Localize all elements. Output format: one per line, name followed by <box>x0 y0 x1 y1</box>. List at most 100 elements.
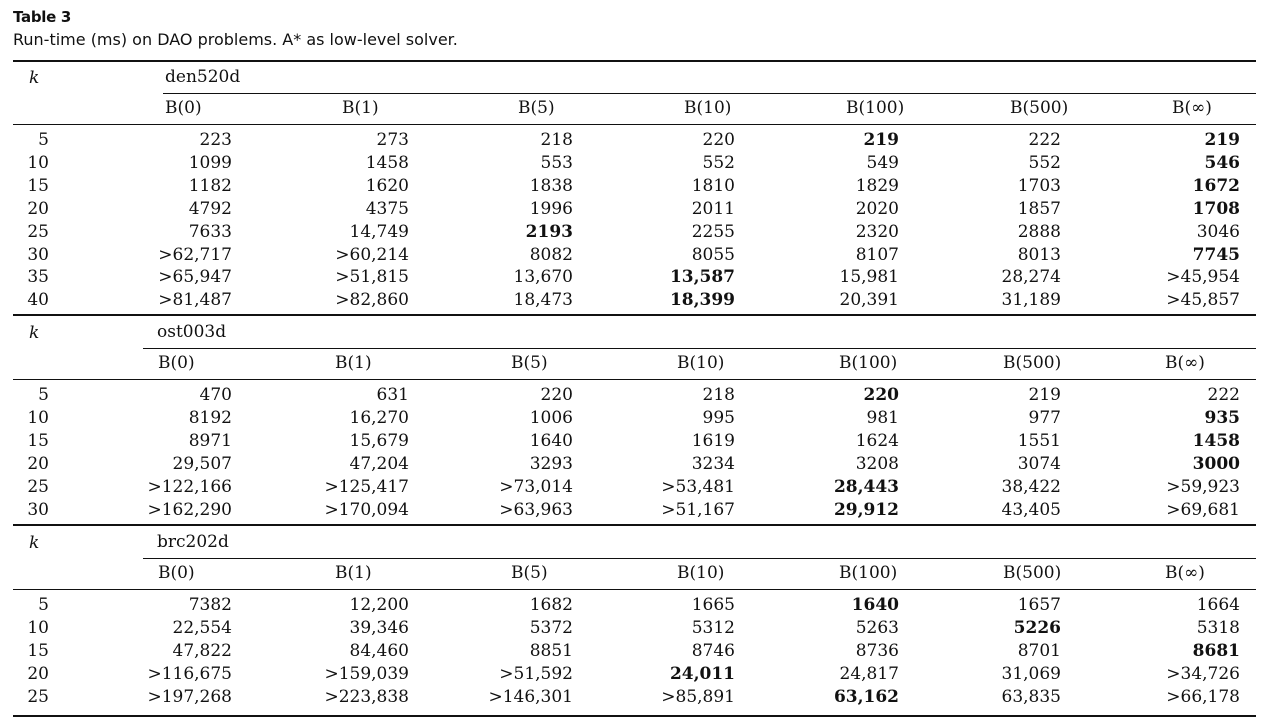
table-cell: >81,487 <box>158 290 232 311</box>
table-cell: 977 <box>1028 407 1061 428</box>
table-cell: 5226 <box>1013 617 1061 638</box>
row-k: 20 <box>27 198 49 219</box>
row-k: 40 <box>27 290 49 311</box>
table-cell: 220 <box>702 130 735 150</box>
table-cell: >85,891 <box>661 686 735 707</box>
column-header: B(10) <box>677 353 725 373</box>
table-cell: 1708 <box>1192 198 1240 219</box>
row-k: 25 <box>27 476 49 497</box>
dataset-name: den520d <box>165 67 241 87</box>
table-cell: 84,460 <box>349 640 409 661</box>
table-cell: 38,422 <box>1001 476 1061 497</box>
table-caption: Run-time (ms) on DAO problems. A* as low… <box>13 30 458 49</box>
table-rule <box>13 524 1256 526</box>
column-header: B(1) <box>335 563 372 583</box>
table-cell: 47,204 <box>349 453 409 474</box>
table-cell: 1619 <box>691 430 735 451</box>
table-cell: 47,822 <box>172 640 232 661</box>
table-cell: 2255 <box>691 221 735 242</box>
table-cell: 470 <box>199 385 232 405</box>
table-cell: 1996 <box>529 198 573 219</box>
dataset-name: ost003d <box>157 322 227 342</box>
column-header: B(100) <box>846 98 905 118</box>
table-cell: >116,675 <box>147 663 232 684</box>
table-cell: 28,443 <box>833 476 899 497</box>
table-cell: 2320 <box>855 221 899 242</box>
table-cell: 63,835 <box>1001 686 1061 707</box>
table-cell: 3046 <box>1196 221 1240 242</box>
table-cell: 5318 <box>1196 617 1240 638</box>
table-cell: 3234 <box>691 453 735 474</box>
table-cell: 16,270 <box>349 407 409 428</box>
table-cell: 1682 <box>529 595 573 615</box>
table-cell: 1665 <box>691 595 735 615</box>
column-header: B(10) <box>677 563 725 583</box>
table-cell: 220 <box>540 385 573 405</box>
column-header: B(100) <box>839 563 898 583</box>
table-cell: 15,981 <box>839 267 899 288</box>
table-rule <box>13 314 1256 316</box>
column-header: B(0) <box>158 563 195 583</box>
table-cell: 222 <box>1028 130 1061 150</box>
table-cell: 3074 <box>1017 453 1061 474</box>
table-cell: 273 <box>376 130 409 150</box>
table-cell: 552 <box>702 152 735 173</box>
row-k: 25 <box>27 686 49 707</box>
table-cell: 24,817 <box>839 663 899 684</box>
table-cell: 223 <box>199 130 232 150</box>
row-k: 25 <box>27 221 49 242</box>
table-cell: 20,391 <box>839 290 899 311</box>
table-cell: 218 <box>540 130 573 150</box>
table-cell: 3293 <box>529 453 573 474</box>
table-cell: >45,857 <box>1166 290 1240 311</box>
column-group-rule <box>163 93 1256 94</box>
table-title: Table 3 <box>13 8 72 26</box>
table-cell: 981 <box>866 407 899 428</box>
table-cell: 8971 <box>188 430 232 451</box>
table-cell: 24,011 <box>669 663 735 684</box>
column-group-rule <box>13 124 1256 125</box>
row-k: 20 <box>27 663 49 684</box>
table-cell: 7633 <box>188 221 232 242</box>
table-cell: 219 <box>1028 385 1061 405</box>
row-k: 15 <box>27 640 49 661</box>
column-header: B(5) <box>511 563 548 583</box>
dataset-name: brc202d <box>157 532 229 552</box>
table-cell: >170,094 <box>324 499 409 520</box>
row-k: 20 <box>27 453 49 474</box>
table-cell: >66,178 <box>1166 686 1240 707</box>
row-k: 5 <box>38 595 49 615</box>
table-cell: 1810 <box>691 175 735 196</box>
table-cell: 1458 <box>365 152 409 173</box>
column-group-rule <box>13 589 1256 590</box>
table-cell: 28,274 <box>1001 267 1061 288</box>
table-cell: 546 <box>1204 152 1241 173</box>
table-cell: >162,290 <box>147 499 232 520</box>
table-cell: 18,473 <box>513 290 573 311</box>
table-cell: 218 <box>702 385 735 405</box>
column-header: B(5) <box>511 353 548 373</box>
table-cell: 63,162 <box>833 686 899 707</box>
table-cell: 1664 <box>1196 595 1240 615</box>
table-cell: 995 <box>702 407 735 428</box>
table-cell: 1857 <box>1017 198 1061 219</box>
row-k: 15 <box>27 430 49 451</box>
table-cell: 8192 <box>188 407 232 428</box>
table-cell: >73,014 <box>499 476 573 497</box>
table-cell: 631 <box>376 385 409 405</box>
table-cell: 1099 <box>188 152 232 173</box>
column-header: B(5) <box>518 98 555 118</box>
table-cell: >62,717 <box>158 244 232 265</box>
table-cell: 22,554 <box>172 617 232 638</box>
column-header: B(1) <box>335 353 372 373</box>
table-cell: 29,912 <box>833 499 899 520</box>
table-cell: 15,679 <box>349 430 409 451</box>
table-cell: 1657 <box>1017 595 1061 615</box>
table-cell: 1829 <box>855 175 899 196</box>
table-cell: 8681 <box>1192 640 1240 661</box>
table-cell: 5312 <box>691 617 735 638</box>
column-group-rule <box>143 558 1256 559</box>
table-cell: >60,214 <box>335 244 409 265</box>
table-cell: 8851 <box>529 640 573 661</box>
table-cell: 553 <box>540 152 573 173</box>
